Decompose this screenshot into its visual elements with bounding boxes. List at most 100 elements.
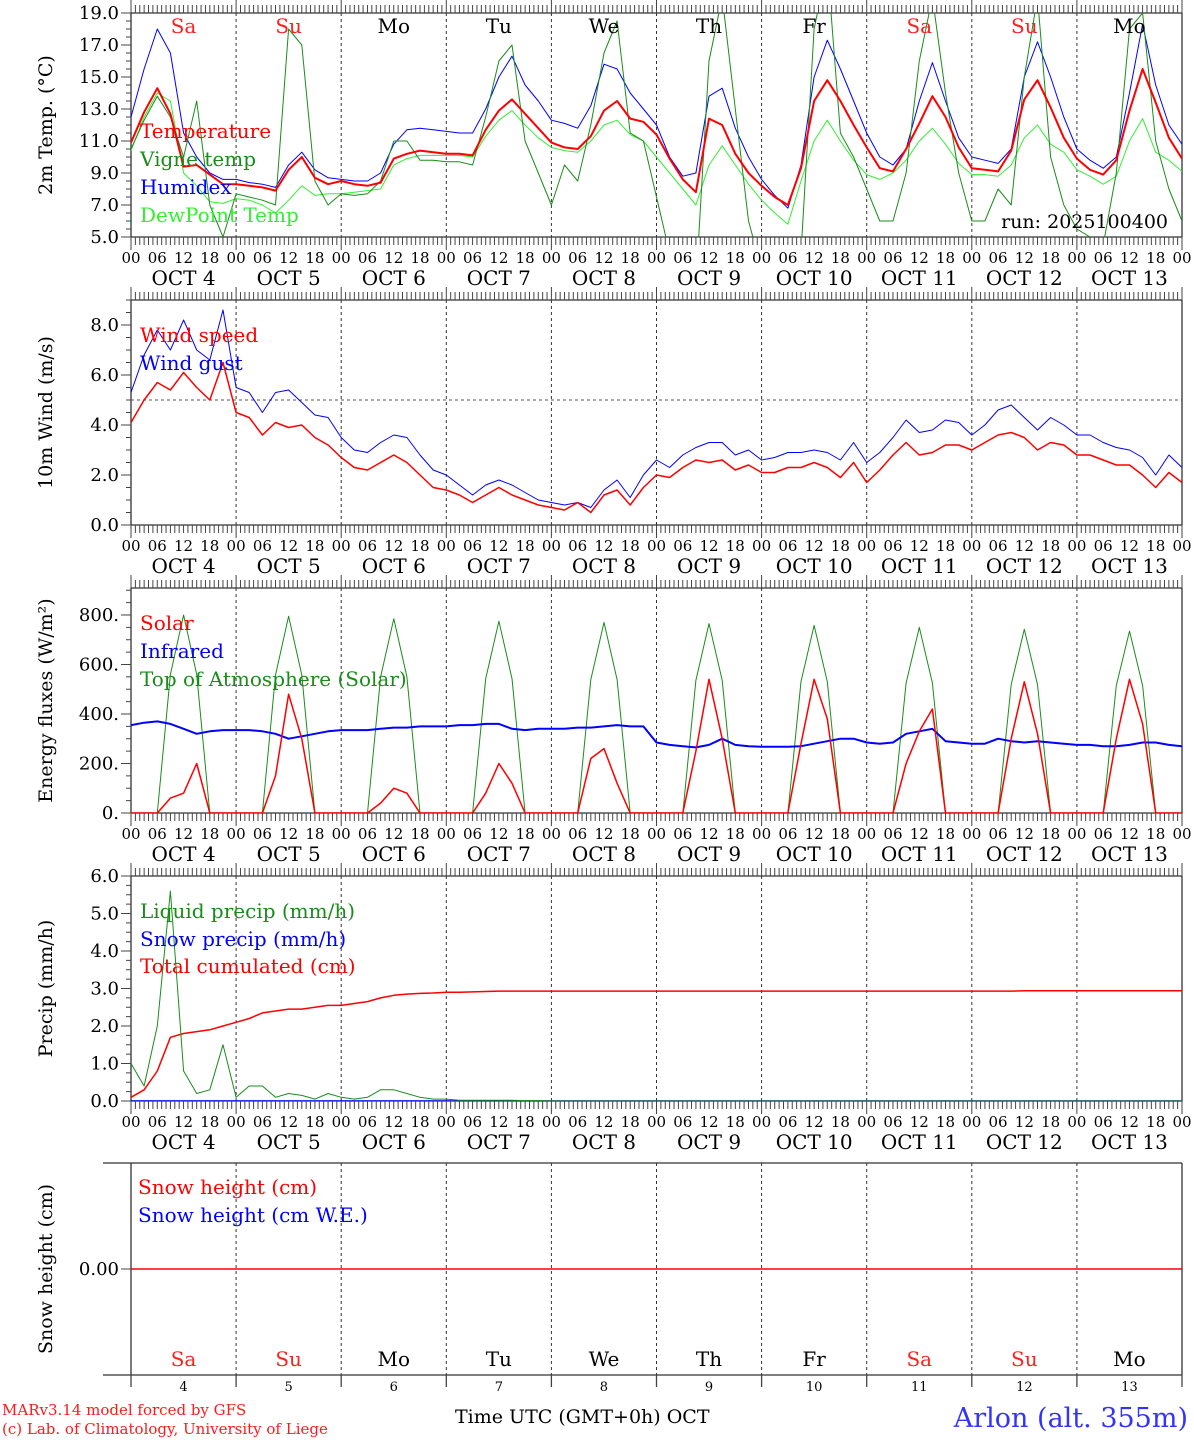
hour-tick-label: 12 [910,1113,929,1131]
hour-tick-label: 18 [1146,249,1165,267]
series-group [131,614,1182,813]
legend-entry: Infrared [140,639,224,663]
hour-tick-label: 06 [253,1113,272,1131]
hour-tick-label: 18 [726,249,745,267]
hour-tick-label: 18 [621,249,640,267]
hour-tick-label: 06 [253,825,272,843]
date-label: OCT 8 [572,1130,636,1154]
date-label: OCT 11 [881,266,958,290]
y-tick-label: 3.0 [90,979,119,1000]
hour-tick-label: 12 [384,1113,403,1131]
series-line-dewpoint-temp [131,92,1182,225]
legend-entry: Temperature [140,119,271,143]
y-axis-title: Energy fluxes (W/m²) [35,598,57,802]
hour-tick-label: 18 [516,537,535,555]
legend-entry: Wind gust [140,351,243,375]
date-label: OCT 5 [257,554,321,578]
hour-tick-label: 00 [1172,249,1191,267]
hour-tick-label: 06 [883,825,902,843]
hour-tick-label: 18 [726,1113,745,1131]
y-tick-label: 2.0 [90,465,119,486]
x-axis-title: Time UTC (GMT+0h) OCT [455,1406,710,1428]
hour-tick-label: 06 [883,1113,902,1131]
legend-entry: Snow precip (mm/h) [140,927,346,951]
date-label: OCT 11 [881,842,958,866]
hour-tick-label: 00 [647,1113,666,1131]
hour-tick-label: 06 [989,1113,1008,1131]
hour-tick-label: 12 [805,537,824,555]
hour-tick-label: 12 [700,1113,719,1131]
legend-entry: Vigne temp [139,147,256,171]
y-tick-label: 5.0 [90,904,119,925]
hour-tick-label: 06 [673,825,692,843]
y-tick-label: 11.0 [79,131,119,152]
series-group [131,890,1182,1101]
date-label: OCT 10 [776,1130,853,1154]
hour-tick-label: 00 [121,537,140,555]
hour-tick-label: 12 [1120,825,1139,843]
y-axis-title: 10m Wind (m/s) [35,336,57,489]
hour-tick-label: 06 [358,537,377,555]
date-label: OCT 13 [1091,842,1168,866]
y-tick-label: 800. [79,605,119,626]
hour-tick-label: 00 [1172,537,1191,555]
hour-tick-label: 00 [962,537,981,555]
hour-tick-label: 00 [437,249,456,267]
hour-tick-label: 00 [542,825,561,843]
hour-tick-label: 00 [647,249,666,267]
y-tick-label: 7.0 [90,195,119,216]
weekday-label: Mo [1113,14,1146,38]
legend-entry: Top of Atmosphere (Solar) [140,667,407,691]
hour-tick-label: 06 [1094,1113,1113,1131]
y-tick-label: 2.0 [90,1016,119,1037]
hour-tick-label: 06 [673,1113,692,1131]
hour-tick-label: 00 [857,1113,876,1131]
date-label: OCT 8 [572,842,636,866]
hour-tick-label: 06 [568,249,587,267]
y-tick-label: 8.0 [90,315,119,336]
date-label: OCT 4 [151,1130,215,1154]
hour-tick-label: 00 [227,1113,246,1131]
date-label: OCT 9 [677,1130,741,1154]
hour-tick-label: 00 [227,825,246,843]
hour-tick-label: 12 [279,537,298,555]
date-label: OCT 12 [986,842,1063,866]
hour-tick-label: 18 [410,249,429,267]
hour-tick-label: 18 [200,537,219,555]
hour-tick-label: 18 [1041,249,1060,267]
hour-tick-label: 06 [989,825,1008,843]
hour-tick-label: 06 [463,537,482,555]
date-label: OCT 6 [362,266,426,290]
hour-tick-label: 06 [778,1113,797,1131]
hour-tick-label: 00 [437,825,456,843]
hour-tick-label: 06 [1094,249,1113,267]
date-label: OCT 4 [151,266,215,290]
day-number-label: 13 [1121,1380,1138,1395]
date-label: OCT 7 [467,1130,531,1154]
hour-tick-label: 06 [463,825,482,843]
legend-entry: Humidex [140,175,232,199]
hour-tick-label: 12 [1120,1113,1139,1131]
date-label: OCT 6 [362,1130,426,1154]
hour-tick-label: 18 [410,825,429,843]
hour-tick-label: 12 [384,537,403,555]
station-name: Arlon (alt. 355m) [953,1403,1188,1434]
date-label: OCT 13 [1091,266,1168,290]
hour-tick-label: 06 [778,249,797,267]
weekday-label: Tu [486,14,512,38]
hour-tick-label: 18 [516,825,535,843]
hour-tick-label: 00 [332,249,351,267]
y-axis-title: Precip (mm/h) [35,920,57,1058]
date-label: OCT 5 [257,842,321,866]
date-label: OCT 10 [776,266,853,290]
series-line-infrared [131,720,1182,749]
weekday-label: We [589,14,620,38]
date-label: OCT 13 [1091,554,1168,578]
hour-tick-label: 18 [305,1113,324,1131]
hour-tick-label: 12 [910,825,929,843]
hour-tick-label: 00 [857,249,876,267]
legend-entry: Solar [140,611,194,635]
hour-tick-label: 18 [305,249,324,267]
weekday-label: We [589,1347,620,1371]
legend-entry: Wind speed [140,323,258,347]
